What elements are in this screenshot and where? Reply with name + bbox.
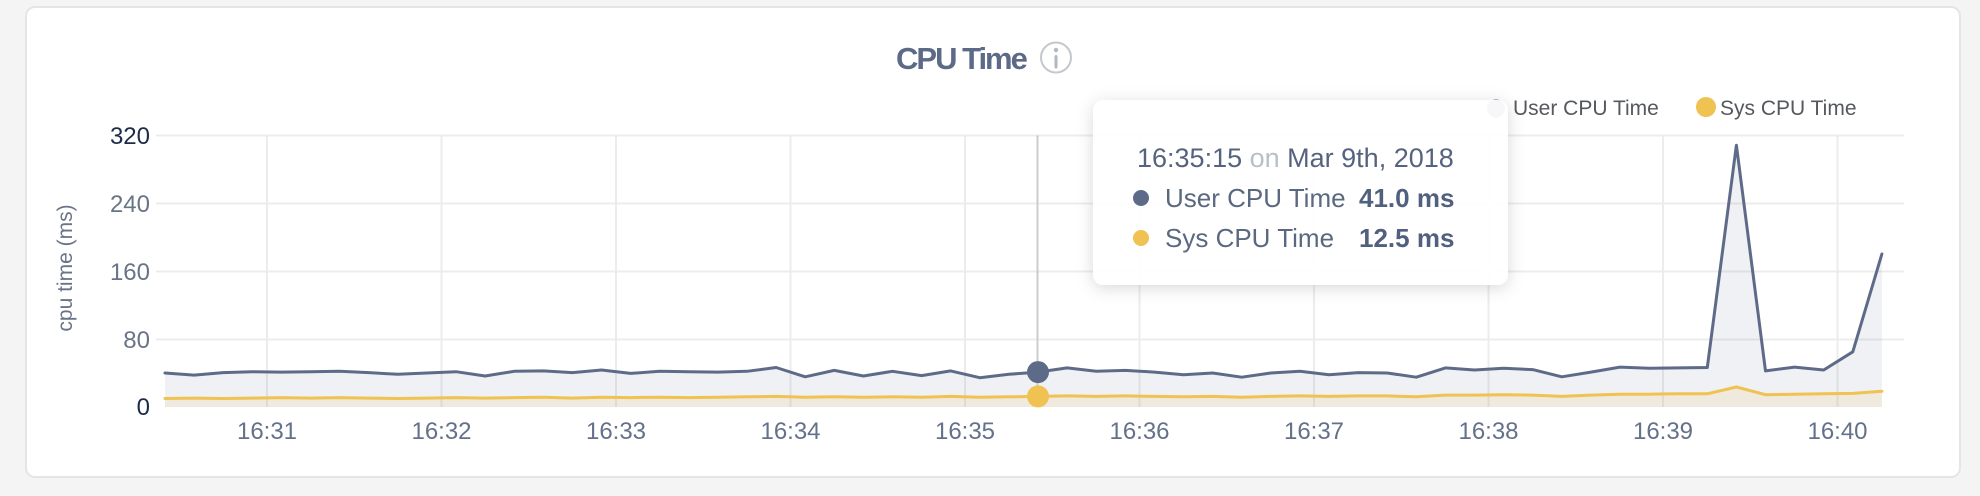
svg-text:0: 0: [137, 394, 150, 421]
svg-text:160: 160: [110, 259, 150, 286]
svg-text:240: 240: [110, 191, 150, 218]
svg-text:cpu time (ms): cpu time (ms): [54, 204, 77, 331]
svg-text:16:40: 16:40: [1807, 418, 1867, 445]
svg-text:16:32: 16:32: [411, 418, 471, 445]
svg-text:16:37: 16:37: [1284, 418, 1344, 445]
svg-text:80: 80: [123, 327, 150, 354]
svg-text:16:31: 16:31: [237, 418, 297, 445]
svg-text:16:39: 16:39: [1633, 418, 1693, 445]
svg-text:320: 320: [110, 123, 150, 150]
svg-text:16:33: 16:33: [586, 418, 646, 445]
svg-text:16:36: 16:36: [1109, 418, 1169, 445]
svg-text:16:35: 16:35: [935, 418, 995, 445]
svg-text:16:38: 16:38: [1458, 418, 1518, 445]
svg-text:16:34: 16:34: [760, 418, 820, 445]
